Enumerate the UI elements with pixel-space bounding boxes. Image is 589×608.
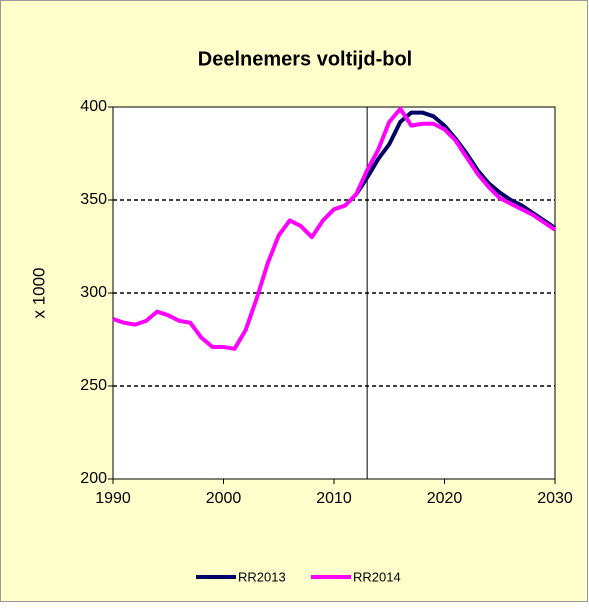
y-tick-label: 250	[80, 377, 107, 394]
chart-title: Deelnemers voltijd-bol	[198, 48, 413, 70]
y-tick-label: 350	[80, 191, 107, 208]
x-tick-label: 2030	[537, 490, 573, 507]
series-line	[112, 106, 557, 351]
legend-label: RR2013	[238, 569, 286, 584]
x-tick-label: 2020	[427, 490, 463, 507]
y-axis-label: x 1000	[29, 267, 48, 318]
y-tick-label: 400	[80, 98, 107, 115]
legend-label: RR2014	[353, 569, 401, 584]
y-tick-label: 300	[80, 284, 107, 301]
x-tick-label: 2000	[206, 490, 242, 507]
x-tick-label: 1990	[95, 490, 131, 507]
y-tick-label: 200	[80, 470, 107, 487]
x-tick-label: 2010	[316, 490, 352, 507]
